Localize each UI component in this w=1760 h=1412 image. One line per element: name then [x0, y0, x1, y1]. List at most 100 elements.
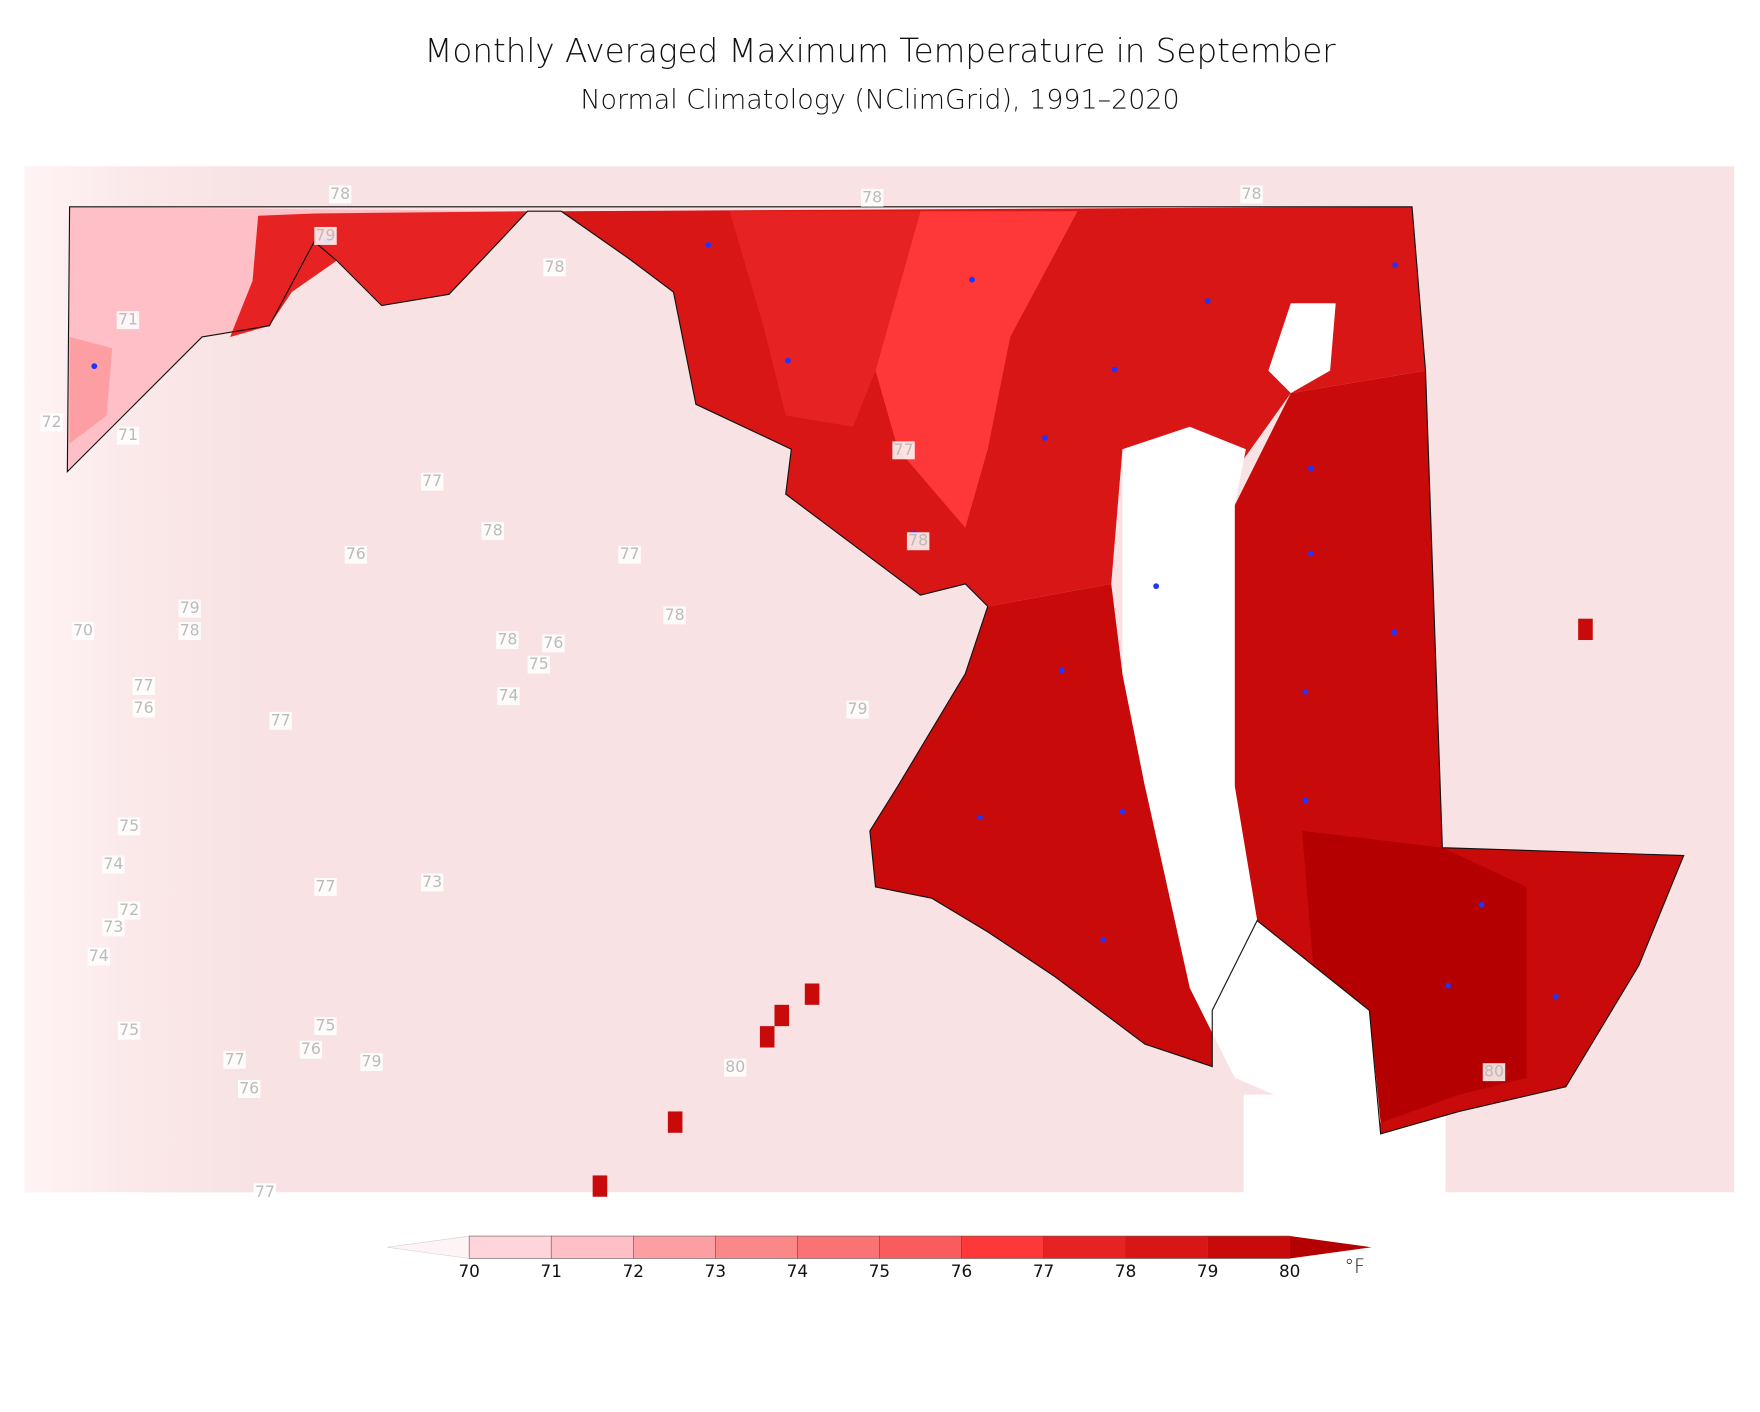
contour-label: 77: [255, 1182, 275, 1201]
grid-cell: [592, 1175, 608, 1197]
station: [1308, 465, 1314, 472]
region-east-hot: [1302, 830, 1527, 1123]
contour-label: 75: [529, 654, 549, 673]
colorbar-under: [387, 1235, 470, 1259]
state-border: [66, 206, 1685, 1135]
label-box: [618, 545, 641, 564]
station: [1445, 982, 1451, 989]
contour-label: 75: [316, 1016, 336, 1035]
colorbar-tick-label: 72: [623, 1261, 644, 1281]
station: [1391, 629, 1397, 636]
station: [1100, 936, 1107, 943]
colorbar-bin: [550, 1235, 634, 1259]
label-box: [71, 622, 95, 641]
label-box: [314, 226, 337, 245]
contour-label: 74: [103, 854, 123, 873]
colorbar-bin: [961, 1235, 1044, 1259]
region-south: [869, 583, 1213, 1067]
contour-label: 77: [316, 876, 336, 895]
label-box: [328, 185, 352, 204]
colorbar-tick-label: 74: [787, 1261, 808, 1281]
label-box: [543, 258, 566, 277]
label-box: [116, 426, 140, 445]
station: [1042, 435, 1048, 441]
label-box: [360, 1053, 383, 1072]
contour-label: 76: [239, 1079, 259, 1098]
label-box: [178, 622, 201, 641]
colorbar-tick-label: 78: [1115, 1261, 1136, 1281]
contour-label: 78: [908, 531, 928, 550]
colorbar-bin: [1207, 1235, 1290, 1259]
contour-label: 76: [301, 1039, 321, 1058]
colorbar-tick-label: 77: [1033, 1261, 1054, 1281]
region-garrett: [69, 336, 113, 444]
contour-label: 78: [862, 187, 882, 206]
contour-label: 77: [620, 544, 640, 563]
grid-cell: [1578, 618, 1593, 641]
station: [1302, 797, 1309, 804]
contour-label: 80: [1484, 1062, 1504, 1081]
label-box: [496, 631, 519, 649]
label-box: [87, 947, 110, 966]
contour-label: 78: [1242, 184, 1262, 203]
label-box: [117, 817, 141, 836]
colorbar-bin: [715, 1235, 798, 1259]
label-box: [253, 1183, 277, 1202]
contour-label: 75: [119, 816, 139, 835]
colorbar-bin: [797, 1235, 880, 1259]
label-box: [892, 441, 915, 460]
colorbar-tick-label: 73: [705, 1261, 726, 1281]
station: [785, 357, 791, 364]
label-box: [237, 1080, 261, 1098]
title: Monthly Averaged Maximum Temperature in …: [424, 32, 1336, 70]
station: [1111, 366, 1118, 373]
contour-label: 79: [362, 1052, 382, 1071]
map: 78 78 78 79 78 71 72 71 77 77 78 78 76 77 79 78 70 78 78 76…: [24, 166, 1735, 1202]
station: [969, 276, 975, 283]
contour-label: 74: [89, 946, 109, 965]
label-box: [846, 700, 869, 719]
colorbar-tick-label: 71: [541, 1261, 562, 1281]
bay-upper: [1268, 303, 1336, 394]
contour-label: 71: [118, 310, 138, 329]
label-box: [723, 1058, 747, 1077]
colorbar-tick-label: 76: [951, 1261, 972, 1281]
contour-label: 73: [103, 917, 123, 936]
station: [1058, 667, 1065, 674]
station: [1392, 262, 1399, 269]
colorbar-tick-label: 80: [1279, 1261, 1300, 1281]
bay: [1122, 426, 1381, 1123]
contour-label: 77: [894, 440, 914, 459]
station: [976, 814, 983, 821]
colorbar-tick-label: 75: [869, 1261, 890, 1281]
contour-label: 78: [483, 521, 503, 540]
contour-label: 72: [42, 412, 62, 431]
label-box: [542, 634, 565, 653]
label-box: [178, 599, 201, 618]
label-box: [117, 901, 141, 920]
label-box: [1240, 185, 1263, 204]
colorbar-unit: °F: [1345, 1256, 1366, 1278]
colorbar-tick-label: 70: [458, 1261, 479, 1281]
contour-label: 71: [118, 425, 138, 444]
label-box: [117, 1021, 141, 1040]
contour-label: 79: [316, 225, 336, 244]
label-box: [527, 655, 550, 674]
grid-cell: [804, 983, 820, 1005]
label-box: [420, 472, 444, 491]
label-box: [420, 873, 444, 892]
colorbar-bin: [633, 1235, 716, 1259]
label-box: [1482, 1063, 1506, 1082]
grid-cell: [774, 1004, 790, 1027]
station: [705, 242, 712, 248]
contour-label: 72: [119, 900, 139, 919]
contour-label: 79: [180, 598, 200, 617]
station: [1204, 298, 1211, 304]
colorbar-tick-label: 79: [1197, 1261, 1218, 1281]
label-box: [102, 855, 125, 874]
grid-cell: [759, 1026, 775, 1048]
station: [91, 363, 98, 370]
subtitle: Normal Climatology (NClimGrid), 1991–202…: [580, 85, 1179, 116]
region-north-hot: [875, 211, 1078, 528]
